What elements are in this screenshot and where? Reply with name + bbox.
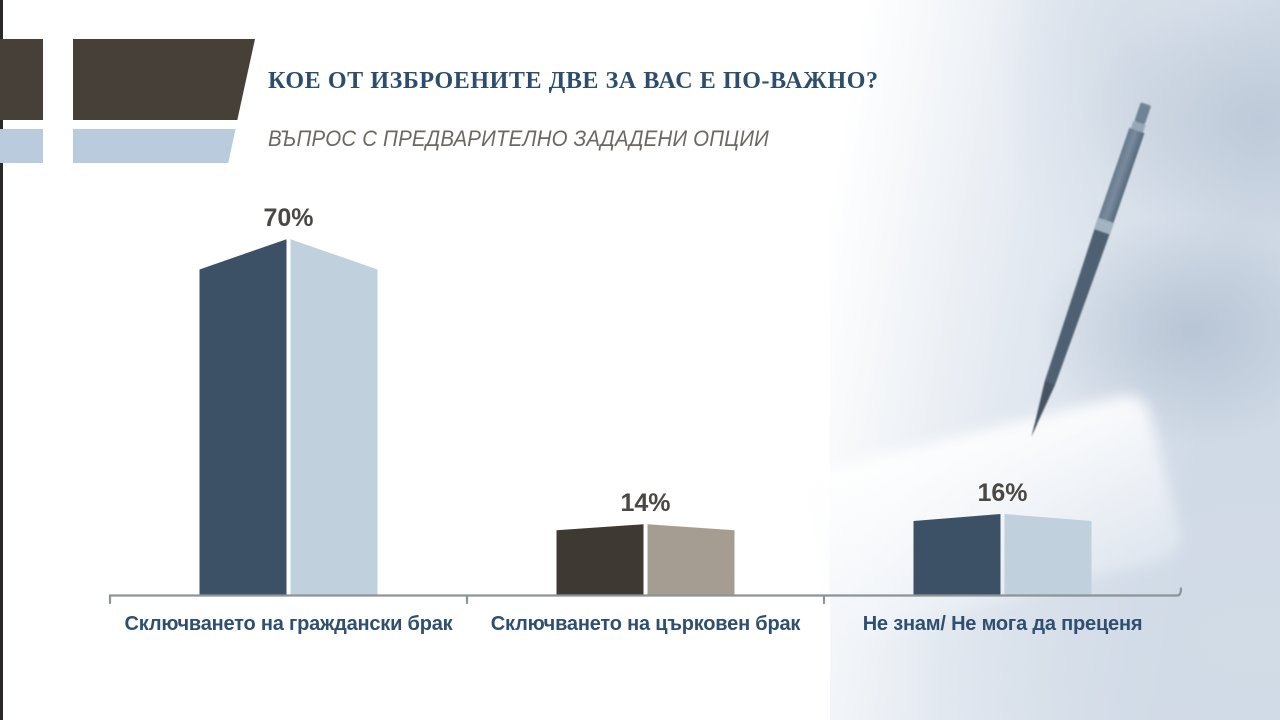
left-edge-rule [0,0,3,720]
bar-right-face [647,524,735,596]
bar-group [199,239,378,596]
category-label: Не знам/ Не мога да преценя [862,613,1143,635]
logo-large-blue-block [73,129,236,163]
bar-right-face [290,239,378,596]
bar-right-face [1004,514,1092,596]
slide-subtitle: ВЪПРОС С ПРЕДВАРИТЕЛНО ЗАДАДЕНИ ОПЦИИ [268,126,769,151]
bar-value-label: 14% [620,489,671,518]
bar-group [913,514,1092,596]
logo-small-blue-block [0,129,43,163]
slide-title: КОЕ ОТ ИЗБРОЕНИТЕ ДВЕ ЗА ВАС Е ПО-ВАЖНО? [268,68,879,94]
logo-large-dark-block [73,39,255,120]
category-label: Сключването на църковен брак [490,613,801,635]
logo-mark [0,39,255,163]
bar-value-label: 70% [263,204,314,233]
x-axis-line [108,587,1183,605]
bar-value-label: 16% [977,479,1028,508]
bars-group [199,239,1092,596]
category-label: Сключването на граждански брак [124,613,453,635]
logo-small-dark-block [0,39,43,120]
bar-group [556,524,735,596]
bar-left-face [556,524,644,596]
bar-left-face [199,239,287,596]
bar-left-face [913,514,1001,596]
